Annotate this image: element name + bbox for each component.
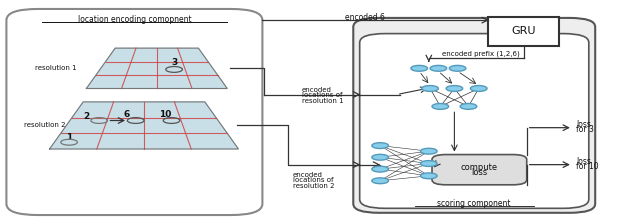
Circle shape	[372, 178, 388, 184]
Polygon shape	[86, 48, 227, 88]
FancyBboxPatch shape	[432, 155, 527, 185]
Circle shape	[470, 86, 487, 91]
Text: 3: 3	[171, 58, 177, 67]
Text: encoded: encoded	[293, 172, 323, 178]
Bar	[488, 17, 559, 46]
Text: scoring component: scoring component	[438, 199, 511, 208]
Text: 10: 10	[159, 110, 172, 119]
Circle shape	[446, 86, 463, 91]
FancyBboxPatch shape	[360, 34, 589, 208]
Text: encoded 6: encoded 6	[345, 13, 385, 22]
FancyBboxPatch shape	[353, 18, 595, 213]
Polygon shape	[50, 102, 239, 149]
Text: loss: loss	[576, 120, 591, 129]
Circle shape	[372, 154, 388, 160]
Circle shape	[422, 86, 438, 91]
Text: 1: 1	[66, 133, 72, 142]
Text: for 10: for 10	[576, 162, 598, 171]
Text: 6: 6	[124, 110, 130, 119]
Circle shape	[411, 65, 428, 71]
Text: for 3: for 3	[576, 125, 594, 134]
Text: resolution 2: resolution 2	[24, 123, 66, 128]
FancyBboxPatch shape	[6, 9, 262, 215]
Text: encoded prefix (1,2,6): encoded prefix (1,2,6)	[442, 50, 520, 57]
Text: resolution 1: resolution 1	[35, 65, 77, 71]
Text: locations of: locations of	[302, 92, 342, 98]
Text: locations of: locations of	[293, 177, 333, 183]
Text: loss: loss	[471, 168, 488, 177]
Circle shape	[420, 148, 437, 154]
Circle shape	[420, 161, 437, 166]
Text: loss: loss	[576, 157, 591, 166]
Circle shape	[460, 103, 477, 109]
Circle shape	[372, 166, 388, 172]
Text: 2: 2	[83, 112, 90, 121]
Circle shape	[432, 103, 449, 109]
Circle shape	[420, 173, 437, 179]
Text: encoded: encoded	[302, 87, 332, 93]
Text: compute: compute	[461, 163, 498, 172]
Circle shape	[430, 65, 447, 71]
Circle shape	[449, 65, 466, 71]
Text: resolution 1: resolution 1	[302, 98, 344, 104]
Text: resolution 2: resolution 2	[293, 183, 335, 189]
Text: GRU: GRU	[511, 26, 536, 36]
Circle shape	[372, 143, 388, 149]
Text: location encoding comopnent: location encoding comopnent	[77, 15, 191, 24]
